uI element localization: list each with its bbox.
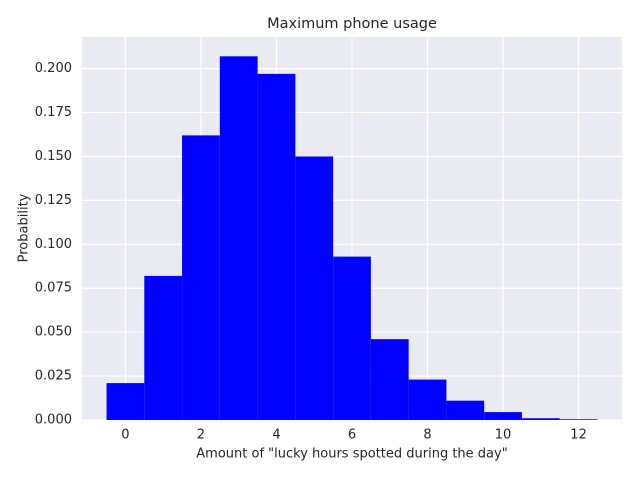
histogram-bar [219, 56, 258, 421]
x-axis-label: Amount of "lucky hours spotted during th… [196, 447, 507, 462]
histogram-bar [144, 275, 183, 420]
histogram-bar [370, 339, 409, 420]
histogram-bar [559, 419, 598, 420]
y-tick-label: 0.000 [35, 413, 72, 428]
x-tick-label: 6 [348, 428, 356, 443]
histogram-bar [106, 383, 145, 420]
y-tick-label: 0.100 [35, 237, 72, 252]
histogram-bar [182, 135, 220, 420]
x-tick-label: 8 [423, 428, 431, 443]
y-tick-label: 0.075 [35, 281, 72, 296]
x-tick-label: 2 [197, 428, 205, 443]
x-tick-label: 12 [570, 428, 587, 443]
x-tick-label: 10 [495, 428, 512, 443]
y-tick-label: 0.050 [35, 325, 72, 340]
histogram-bar [446, 400, 485, 420]
y-tick-label: 0.150 [35, 149, 72, 164]
y-tick-label: 0.200 [35, 61, 72, 76]
histogram-bar [484, 412, 522, 420]
histogram-bar [408, 379, 447, 420]
histogram-bar [521, 418, 560, 420]
histogram-bar [257, 73, 296, 420]
x-tick-label: 4 [272, 428, 280, 443]
y-tick-label: 0.025 [35, 369, 72, 384]
x-tick-label: 0 [121, 428, 129, 443]
y-axis-label: Probability [17, 193, 32, 262]
histogram-bar [333, 256, 371, 420]
chart-title: Maximum phone usage [267, 16, 437, 32]
y-tick-label: 0.175 [35, 105, 72, 120]
y-tick-label: 0.125 [35, 193, 72, 208]
histogram-bar [295, 156, 334, 420]
